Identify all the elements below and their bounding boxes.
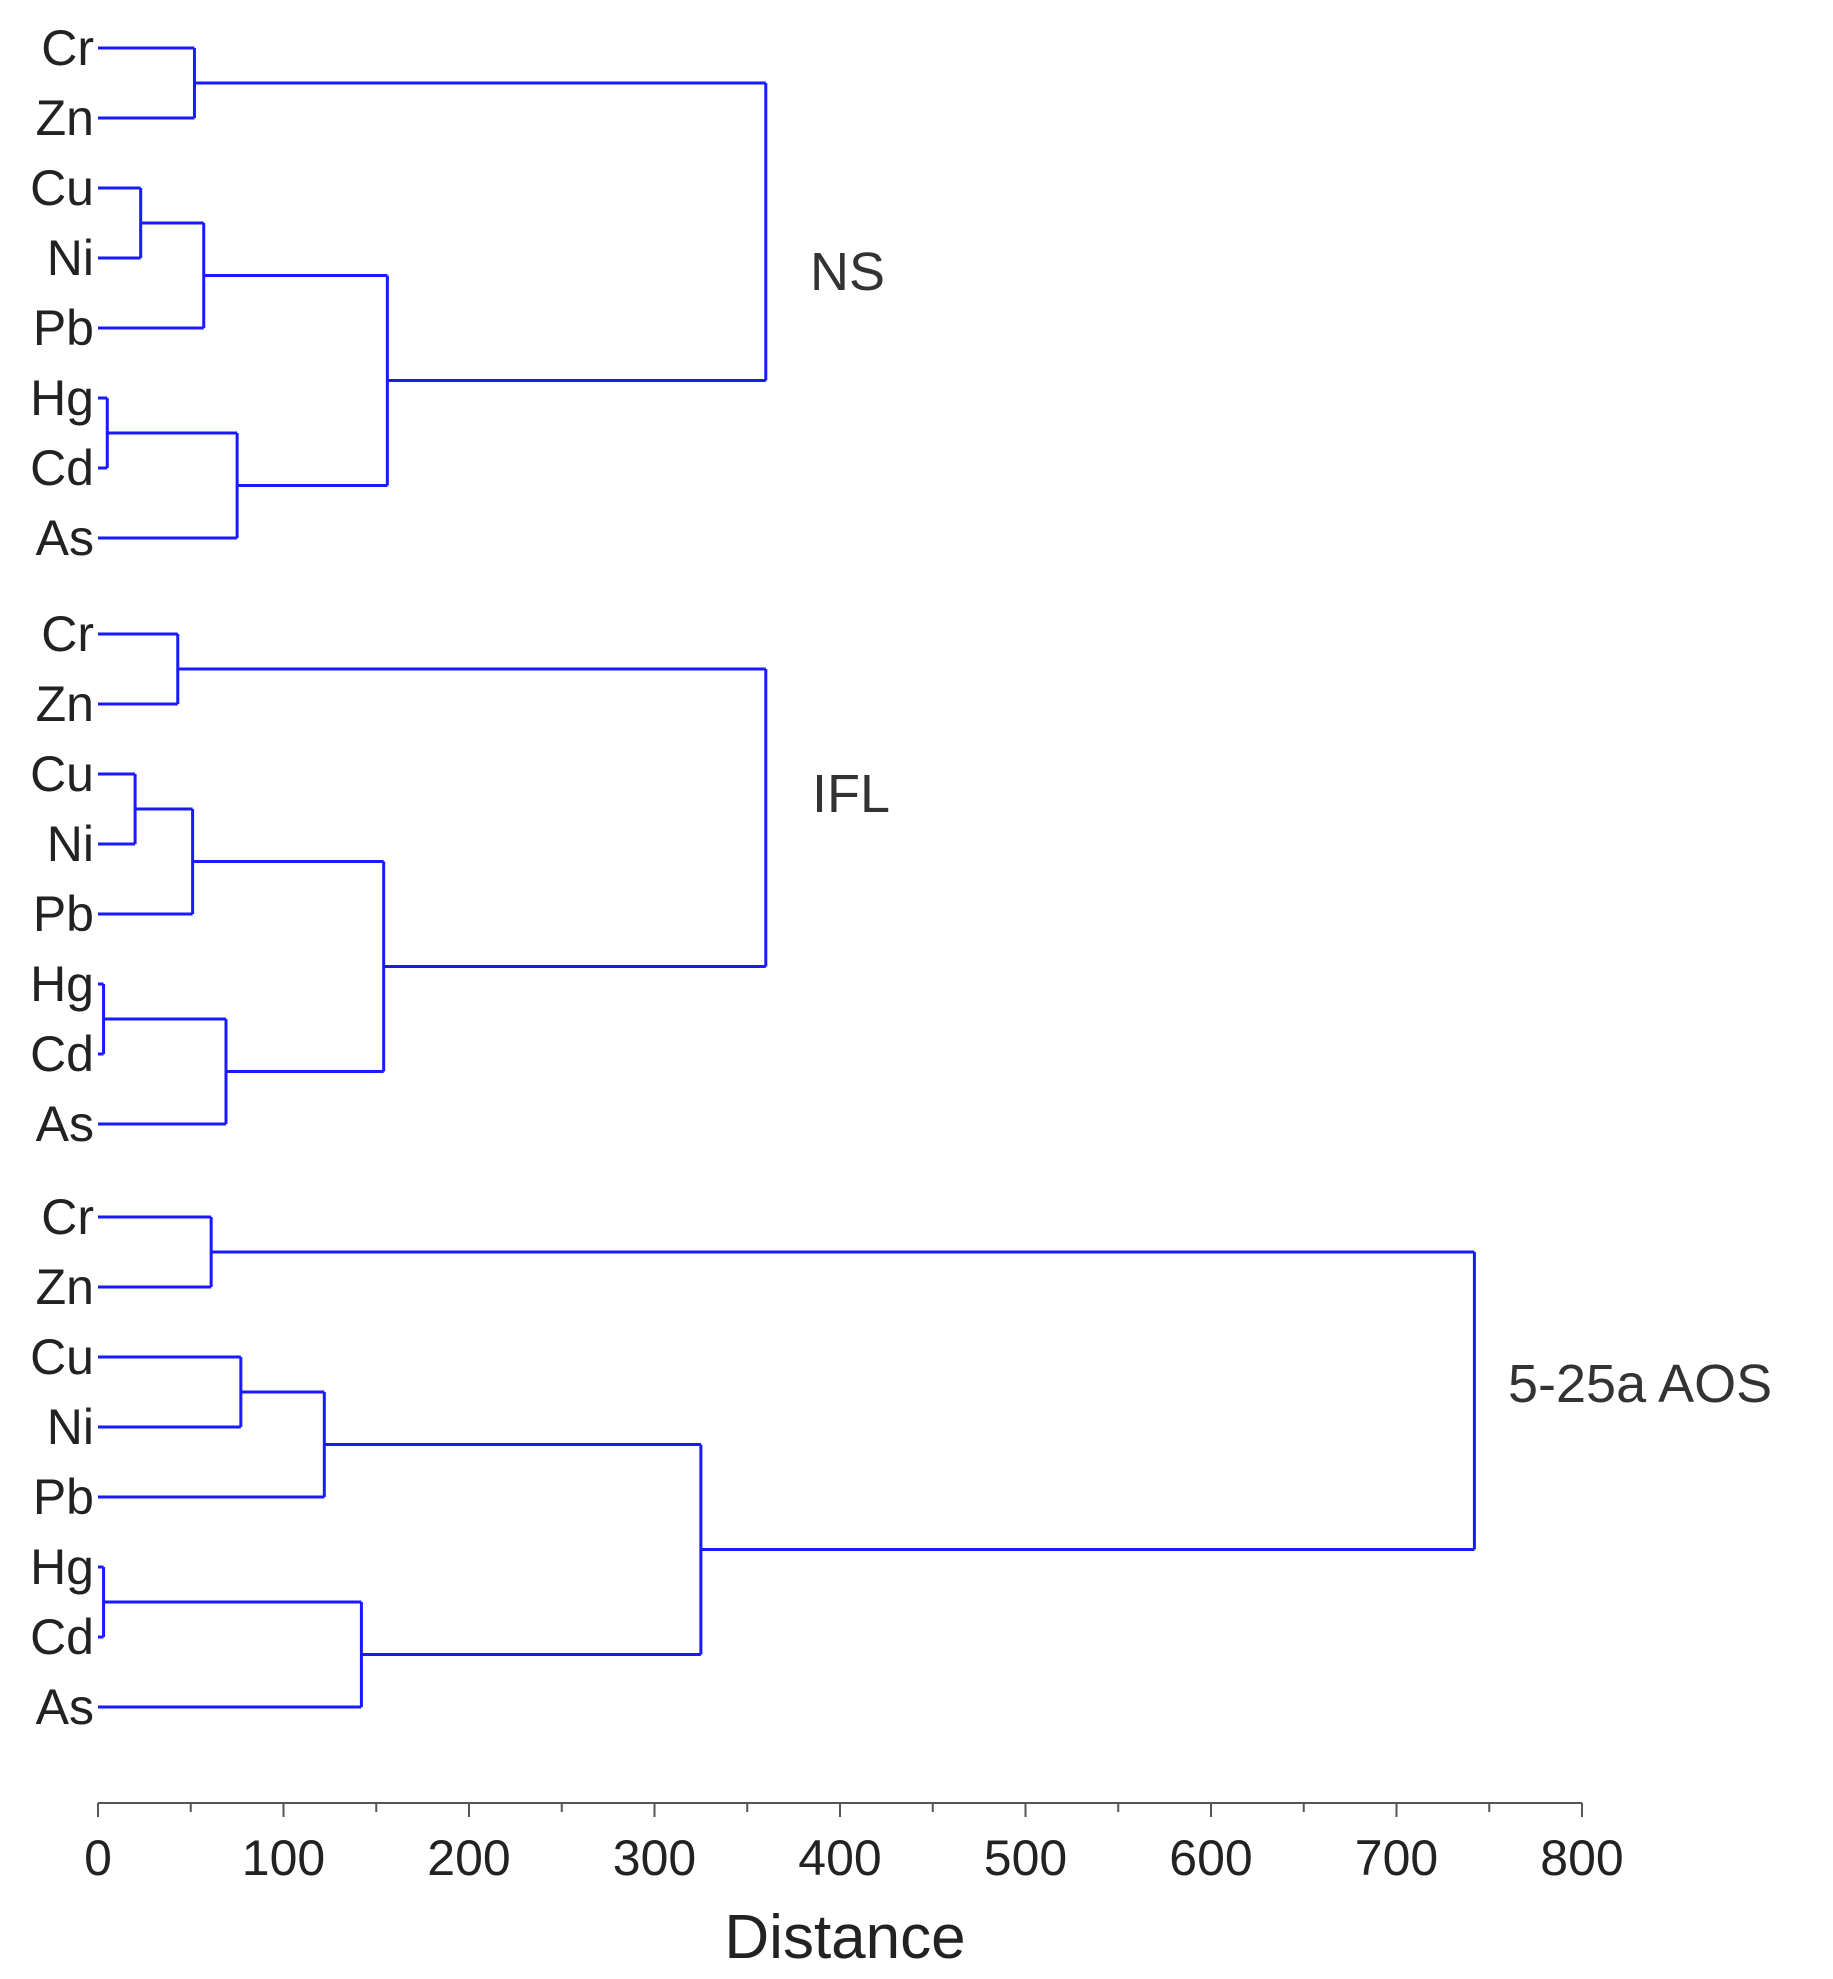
dendrogram-panels: Cr Zn Cu Ni Pb Hg Cd As NS Cr Zn Cu Ni Pb Hg Cd As IFL Cr Z… xyxy=(30,20,1772,1735)
x-axis-ticks: 0 100 200 300 400 500 600 700 800 xyxy=(84,1803,1624,1886)
leaf-label: Zn xyxy=(36,90,94,146)
dendrogram-panel-1: Cr Zn Cu Ni Pb Hg Cd As IFL xyxy=(30,606,890,1152)
leaf-label: As xyxy=(36,510,94,566)
leaf-label: Cr xyxy=(41,606,94,662)
group-label: IFL xyxy=(812,764,890,824)
leaf-label: Cu xyxy=(30,1329,94,1385)
leaf-label: Cr xyxy=(41,20,94,76)
leaf-label: Hg xyxy=(30,956,94,1012)
leaf-label: Zn xyxy=(36,1259,94,1315)
leaf-label: Ni xyxy=(47,1399,94,1455)
leaf-label: Pb xyxy=(33,886,94,942)
leaf-label: Hg xyxy=(30,1539,94,1595)
leaf-label: Pb xyxy=(33,300,94,356)
x-tick-label: 0 xyxy=(84,1830,112,1886)
x-axis-title: Distance xyxy=(724,1903,965,1972)
leaf-label: Cu xyxy=(30,160,94,216)
leaf-label: Hg xyxy=(30,370,94,426)
leaf-label: Zn xyxy=(36,676,94,732)
x-tick-label: 800 xyxy=(1540,1830,1623,1886)
x-tick-label: 400 xyxy=(798,1830,881,1886)
x-tick-label: 200 xyxy=(427,1830,510,1886)
x-tick-label: 600 xyxy=(1169,1830,1252,1886)
x-tick-label: 300 xyxy=(613,1830,696,1886)
dendrogram-panel-2: Cr Zn Cu Ni Pb Hg Cd As 5-25a AOS xyxy=(30,1189,1772,1735)
x-tick-label: 500 xyxy=(984,1830,1067,1886)
dendrogram-panel-0: Cr Zn Cu Ni Pb Hg Cd As NS xyxy=(30,20,885,566)
leaf-label: As xyxy=(36,1679,94,1735)
group-label: NS xyxy=(810,242,885,302)
leaf-label: Ni xyxy=(47,230,94,286)
leaf-label: Ni xyxy=(47,816,94,872)
leaf-label: Cd xyxy=(30,440,94,496)
leaf-label: Cd xyxy=(30,1026,94,1082)
leaf-label: Cr xyxy=(41,1189,94,1245)
x-axis: 0 100 200 300 400 500 600 700 800 Distance xyxy=(84,1802,1624,1972)
x-tick-label: 700 xyxy=(1355,1830,1438,1886)
leaf-label: Pb xyxy=(33,1469,94,1525)
x-tick-label: 100 xyxy=(242,1830,325,1886)
leaf-label: As xyxy=(36,1096,94,1152)
leaf-label: Cu xyxy=(30,746,94,802)
leaf-label: Cd xyxy=(30,1609,94,1665)
group-label: 5-25a AOS xyxy=(1508,1354,1772,1414)
